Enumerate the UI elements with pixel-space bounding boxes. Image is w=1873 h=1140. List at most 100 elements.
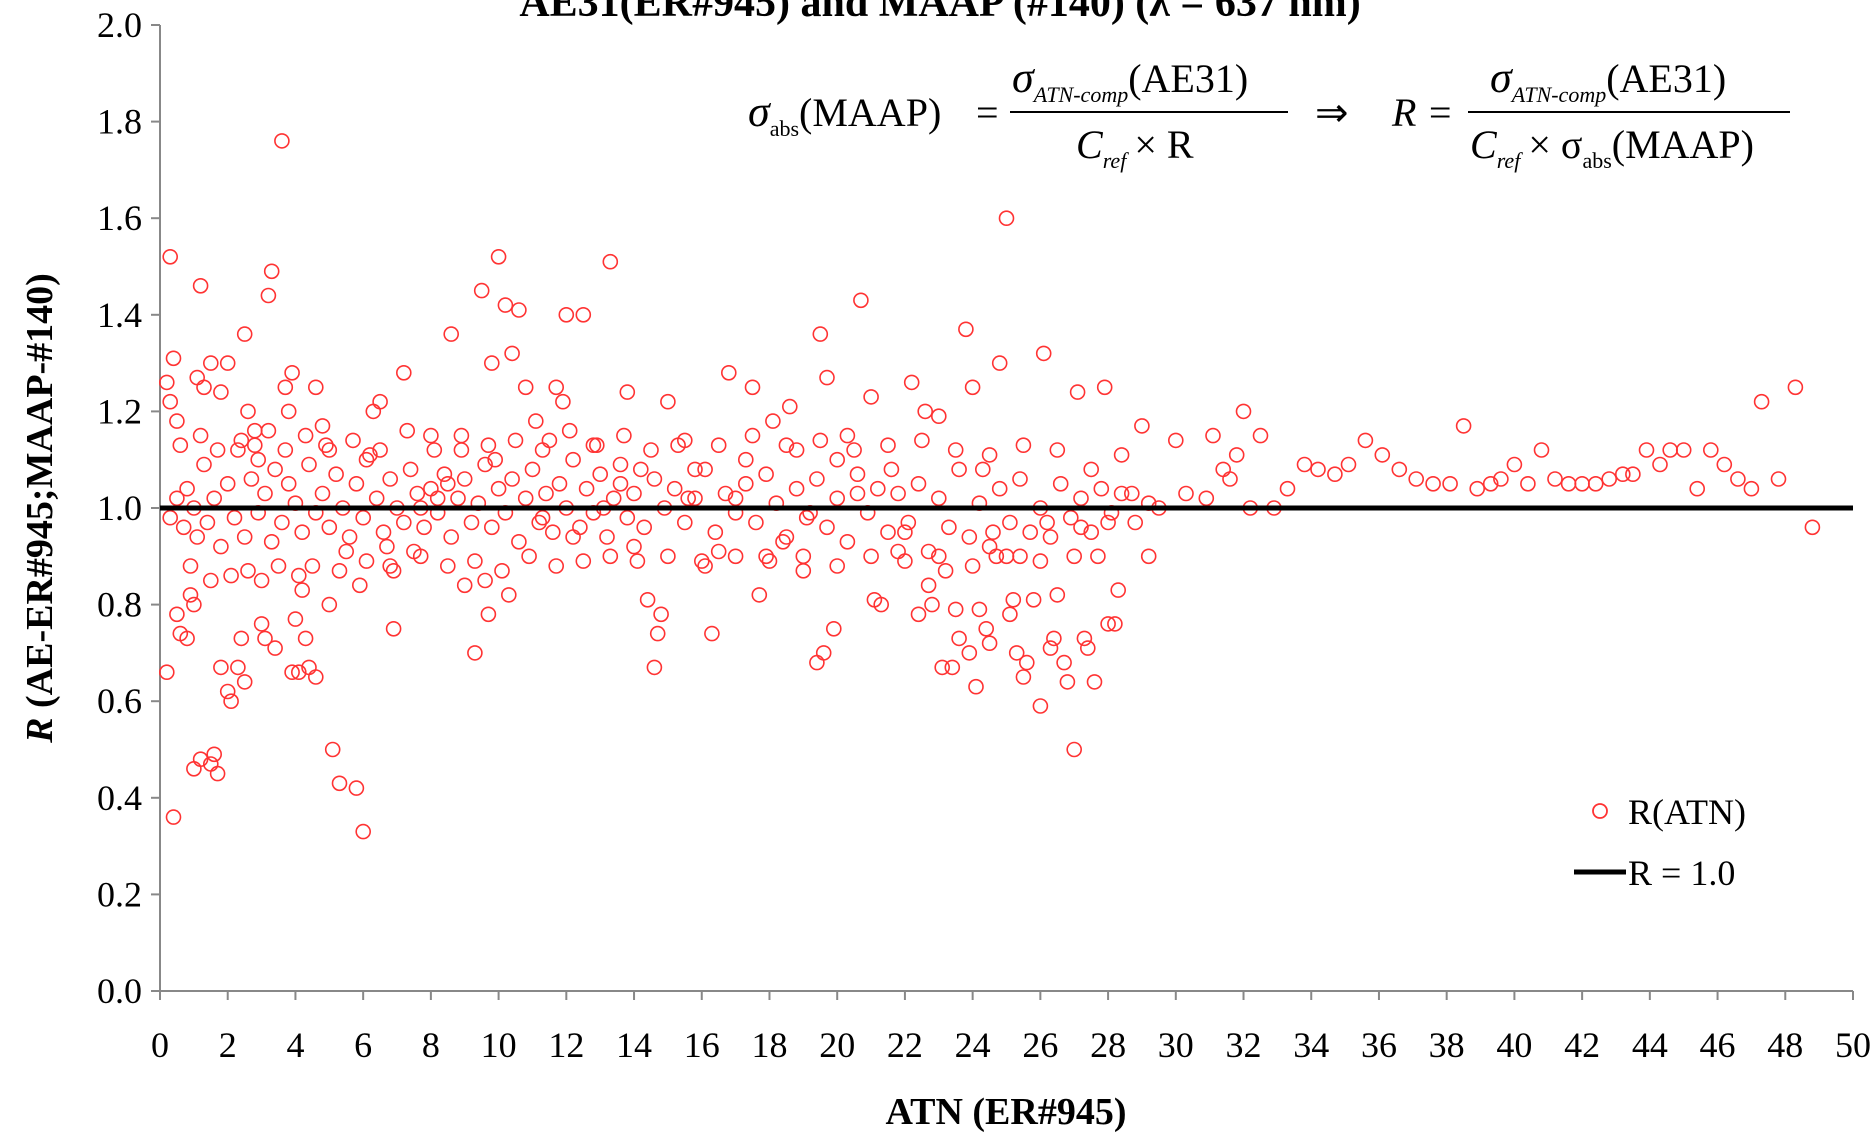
data-point [890,485,906,502]
data-point [930,490,947,507]
data-point [1506,456,1523,473]
data-point [351,577,368,594]
data-point [257,630,273,647]
data-point [958,321,974,338]
data-point [1560,475,1577,492]
data-point [331,775,348,792]
x-tick-label: 44 [1632,1025,1668,1065]
data-point [775,533,791,550]
data-point [159,664,175,681]
data-point [1357,432,1374,449]
data-point [274,133,290,149]
data-point [247,437,263,454]
data-point [277,442,294,458]
data-point [426,442,443,458]
data-point [179,630,195,647]
data-point [1134,418,1150,434]
data-point [572,519,588,536]
data-point [1235,403,1252,420]
data-point [839,533,856,550]
data-point [1140,548,1157,565]
x-tick-label: 18 [751,1025,787,1065]
data-point [649,625,666,642]
data-point [880,524,896,541]
data-point [839,427,856,444]
x-tick-label: 28 [1090,1025,1126,1065]
data-point [602,253,619,270]
data-point [697,558,713,574]
data-point [920,577,937,594]
data-point [172,437,189,454]
data-point [626,485,642,502]
data-point [968,678,984,695]
data-point [849,466,866,483]
data-point [809,654,825,671]
legend-marker-r-atn [1592,803,1608,819]
data-point [294,582,311,598]
data-point [487,451,504,468]
data-point [331,562,348,579]
data-point [639,591,656,608]
series-r-atn-points [159,133,1821,840]
data-point [240,403,256,420]
data-point [588,437,605,454]
data-point [1198,490,1215,507]
data-point [467,645,483,661]
data-point [439,558,456,574]
data-point [290,567,307,584]
data-point [338,543,355,560]
x-tick-label: 30 [1158,1025,1194,1065]
data-point [1035,345,1052,362]
data-point [1063,509,1079,526]
data-point [443,326,460,342]
x-tick-label: 4 [286,1025,304,1065]
x-tick-label: 34 [1293,1025,1329,1065]
data-point [1107,616,1123,632]
data-point [951,461,967,478]
data-point [636,519,653,536]
data-point [257,485,273,502]
data-point [297,630,314,647]
data-point [500,587,517,603]
data-point [761,553,778,569]
x-tick-label: 32 [1226,1025,1262,1065]
data-point [846,442,862,458]
data-point [555,393,571,410]
data-point [223,567,239,584]
data-point [263,533,280,550]
data-point [219,475,236,492]
data-point [165,809,182,825]
data-point [203,355,219,371]
y-tick-label: 0.4 [97,778,142,818]
data-point [473,282,490,299]
data-point [321,442,338,458]
data-point [1743,480,1760,497]
data-point [548,558,565,574]
data-point [395,364,412,381]
data-point [423,480,439,497]
data-point [646,471,663,487]
data-point [727,548,744,565]
data-point [467,553,483,569]
x-axis-title: ATN (ER#945) [885,1091,1126,1133]
data-point [1113,485,1130,502]
y-tick-label: 1.6 [97,198,142,238]
data-point [1059,674,1076,690]
x-tick-label: 38 [1429,1025,1465,1065]
data-point [206,490,222,507]
x-tick-label: 50 [1835,1025,1871,1065]
data-point [267,461,283,478]
data-point [680,490,697,507]
data-point [1205,427,1221,444]
data-point [788,480,805,497]
data-point [897,553,913,569]
data-point [497,297,514,313]
data-point [704,625,720,642]
data-point [328,466,344,483]
data-point [179,480,195,497]
data-point [863,389,879,405]
data-point [778,437,795,454]
data-point [253,616,270,632]
data-point [504,345,520,362]
data-point [541,432,558,449]
